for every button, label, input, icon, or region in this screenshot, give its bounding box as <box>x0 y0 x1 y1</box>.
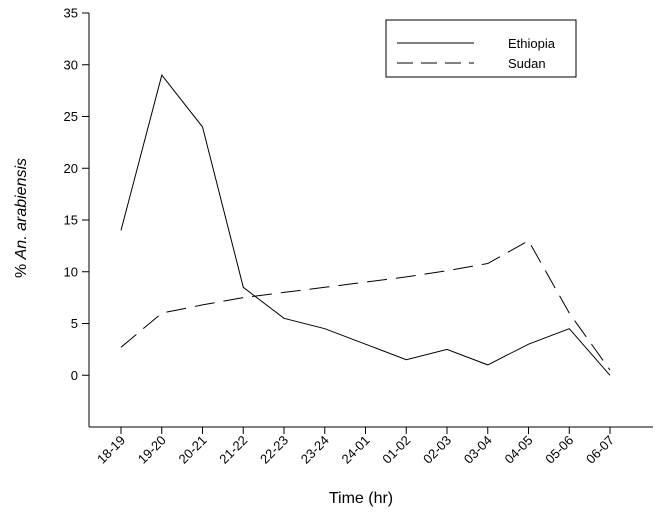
legend-label-ethiopia: Ethiopia <box>508 36 556 51</box>
legend: Ethiopia Sudan <box>385 19 577 78</box>
x-tick-label: 02-03 <box>420 433 454 467</box>
x-tick-label: 03-04 <box>461 433 495 467</box>
y-axis-ticks: 0 5 10 15 20 25 30 35 <box>64 6 89 383</box>
x-tick-label: 01-02 <box>379 433 413 467</box>
x-tick-label: 06-07 <box>583 433 617 467</box>
legend-label-sudan: Sudan <box>508 56 546 71</box>
series-line-ethiopia <box>120 74 611 376</box>
y-tick-label: 10 <box>64 264 78 279</box>
x-tick-label: 21-22 <box>216 433 250 467</box>
y-axis-title-prefix: % <box>13 259 30 278</box>
x-tick-label: 24-01 <box>339 433 373 467</box>
x-tick-label: 22-23 <box>257 433 291 467</box>
y-tick-label: 25 <box>64 109 78 124</box>
x-tick-label: 19-20 <box>135 433 169 467</box>
y-axis-title: % An. arabiensis <box>13 158 30 278</box>
y-tick-label: 20 <box>64 161 78 176</box>
x-tick-label: 20-21 <box>176 433 210 467</box>
legend-box <box>385 19 577 78</box>
x-tick-label: 04-05 <box>502 433 536 467</box>
x-axis-title: Time (hr) <box>329 490 393 507</box>
x-tick-label: 23-24 <box>298 433 332 467</box>
x-tick-label: 18-19 <box>94 433 128 467</box>
y-tick-label: 30 <box>64 57 78 72</box>
y-tick-label: 5 <box>71 316 78 331</box>
y-tick-label: 0 <box>71 368 78 383</box>
y-tick-label: 35 <box>64 6 78 21</box>
series-line-sudan <box>120 240 611 371</box>
y-tick-label: 15 <box>64 213 78 228</box>
y-axis-title-species: An. arabiensis <box>13 158 30 260</box>
x-tick-label: 05-06 <box>542 433 576 467</box>
series-layer <box>120 74 611 376</box>
x-axis-ticks: 18-19 19-20 20-21 21-22 22-23 23-24 24-01 01-02… <box>94 427 617 467</box>
